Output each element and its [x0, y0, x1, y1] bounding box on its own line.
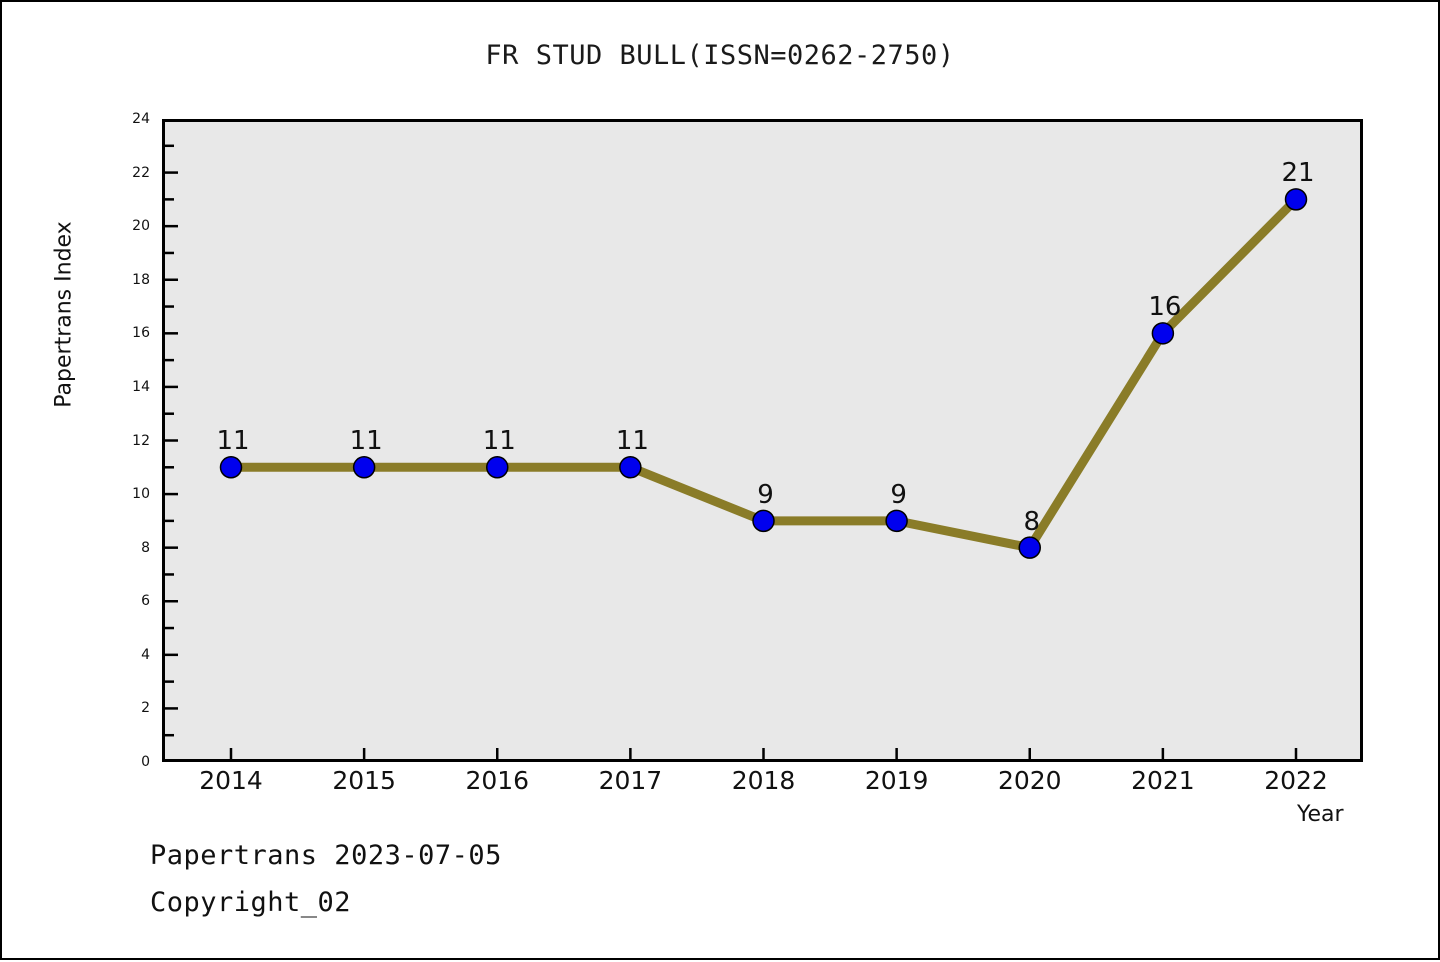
y-axis-tick-label: 14 [132, 378, 150, 395]
y-axis-tick-label: 16 [132, 325, 150, 342]
x-axis-tick-label: 2015 [332, 766, 396, 795]
data-point-label: 11 [482, 426, 516, 457]
y-axis-tick-label: 4 [141, 646, 150, 663]
y-axis-tick-label: 8 [141, 539, 150, 556]
x-axis-tick-label: 2014 [199, 766, 263, 795]
x-axis-tick-label: 2017 [598, 766, 663, 795]
footer-copyright: Copyright_02 [150, 887, 352, 918]
data-point-label: 11 [216, 426, 250, 457]
footer-date: Papertrans 2023-07-05 [150, 840, 502, 871]
data-point-label: 8 [1023, 506, 1041, 537]
x-axis-tick-label: 2016 [465, 766, 530, 795]
y-axis-tick-label: 12 [132, 432, 150, 449]
x-axis-tick-label: 2018 [731, 766, 796, 795]
data-point-label: 16 [1148, 292, 1182, 323]
data-point-label: 9 [890, 479, 907, 510]
x-axis-tick-label: 2019 [864, 766, 929, 795]
x-axis-tick-label: 2020 [997, 766, 1062, 795]
data-point-label: 11 [615, 426, 649, 457]
y-axis-label: Papertrans Index [51, 221, 77, 408]
y-axis-tick-label: 24 [132, 111, 150, 127]
y-axis-tick-label: 6 [141, 593, 150, 610]
data-point-label: 9 [757, 479, 774, 510]
x-axis-tick-label: 2021 [1131, 766, 1195, 795]
x-axis-label: Year [1297, 802, 1344, 827]
y-axis-tick-label: 20 [132, 218, 150, 235]
data-point-label: 11 [349, 426, 383, 457]
y-axis-tick-label: 18 [132, 271, 150, 288]
page-title: FR STUD BULL(ISSN=0262-2750) [485, 40, 955, 71]
y-axis-tick-label: 10 [132, 486, 150, 503]
data-point-label: 21 [1281, 158, 1315, 189]
x-axis-tick-label: 2022 [1264, 766, 1328, 795]
y-axis-tick-label: 22 [132, 164, 150, 181]
y-axis-tick-label: 2 [141, 700, 150, 717]
y-axis-tick-label: 0 [141, 754, 150, 770]
